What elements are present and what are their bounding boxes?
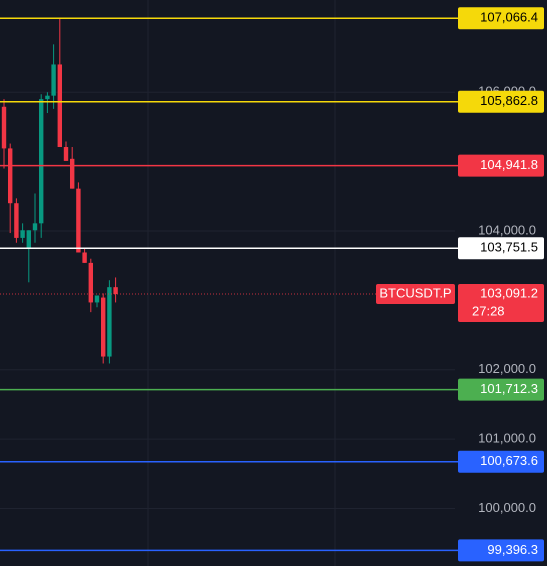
candle-body: [32, 223, 38, 231]
candle-body: [57, 64, 62, 148]
candle-body: [113, 287, 118, 295]
candle-body: [76, 188, 81, 253]
y-tick-label: 104,000.0: [478, 222, 536, 237]
candle-body: [94, 295, 100, 303]
candle-body: [20, 230, 25, 238]
level-label-box: [458, 539, 544, 562]
candle-body: [88, 262, 93, 303]
level-label: 103,751.5: [480, 240, 538, 255]
candle-body: [107, 287, 112, 357]
symbol-label-box: [376, 284, 455, 305]
level-label-box: [458, 450, 544, 473]
y-tick-label: 101,000.0: [478, 431, 536, 446]
current-price-box: [458, 284, 544, 323]
level-label-box: [458, 7, 544, 30]
current-price-label: 103,091.2: [480, 285, 538, 300]
level-label-box: [458, 154, 544, 177]
level-label: 104,941.8: [480, 157, 538, 172]
candle-body: [82, 252, 87, 263]
level-label-box: [458, 378, 544, 401]
y-tick-label: 100,000.0: [478, 500, 536, 515]
countdown: 27:28: [472, 303, 505, 318]
candle-body: [14, 203, 19, 238]
candle-body: [26, 230, 31, 248]
candle-body: [63, 147, 69, 161]
candle-body: [101, 297, 106, 357]
candle-body: [51, 64, 56, 96]
candle-body: [8, 148, 13, 204]
level-label-box: [458, 237, 544, 260]
symbol-label: BTCUSDT.P: [379, 285, 451, 300]
level-label: 100,673.6: [480, 453, 538, 468]
level-label: 99,396.3: [487, 542, 538, 557]
level-label: 101,712.3: [480, 381, 538, 396]
level-label: 107,066.4: [480, 10, 538, 25]
level-label-box: [458, 90, 544, 113]
level-label: 105,862.8: [480, 93, 538, 108]
y-tick-label: 102,000.0: [478, 361, 536, 376]
candle-body: [1, 106, 7, 149]
candle-body: [39, 99, 44, 224]
candle-body: [70, 158, 75, 189]
candle-body: [45, 95, 50, 100]
